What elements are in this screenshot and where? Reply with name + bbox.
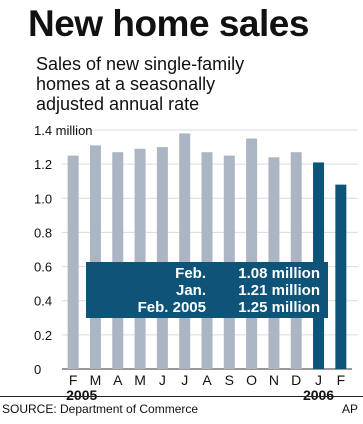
source-divider: [0, 396, 363, 397]
x-tick-label: M: [90, 372, 102, 388]
bars: [67, 133, 347, 369]
bar: [89, 145, 101, 369]
callout-row: Feb. 2005 1.25 million: [86, 299, 320, 316]
x-tick-label: A: [113, 372, 123, 388]
x-tick-label: D: [291, 372, 301, 388]
y-tick-label: 1.0: [34, 191, 52, 206]
y-tick-label: 0.6: [34, 260, 52, 275]
x-year-label: 2005: [66, 387, 97, 400]
y-tick-label: 0: [34, 362, 41, 377]
x-tick-label: O: [246, 372, 257, 388]
callout-row: Feb. 1.08 million: [86, 265, 320, 282]
callout-value: 1.25 million: [238, 299, 320, 316]
x-year-label: 2006: [303, 387, 334, 400]
subtitle-line: homes at a seasonally: [36, 74, 216, 94]
y-tick-label: 0.8: [34, 225, 52, 240]
bar: [201, 152, 213, 369]
y-tick-label: 0.4: [34, 294, 52, 309]
x-tick-label: J: [181, 372, 188, 388]
callout-label: Feb. 2005: [137, 299, 206, 316]
subtitle-line: Sales of new single-family: [36, 54, 245, 74]
bar: [156, 147, 168, 369]
y-tick-label: 1.4 million: [34, 123, 93, 138]
x-tick-label: A: [202, 372, 212, 388]
source-note: SOURCE: Department of Commerce: [2, 402, 199, 416]
bar: [112, 152, 124, 369]
x-tick-label: N: [269, 372, 279, 388]
y-tick-label: 1.2: [34, 157, 52, 172]
bar: [67, 155, 79, 369]
callout-value: 1.21 million: [238, 282, 320, 299]
callout-label: Jan.: [175, 282, 206, 299]
bar: [179, 133, 191, 369]
x-tick-label: M: [134, 372, 146, 388]
x-tick-label: J: [159, 372, 166, 388]
bar: [246, 138, 258, 369]
bar: [335, 184, 347, 369]
x-tick-label: S: [225, 372, 234, 388]
bar: [290, 152, 302, 369]
callout-box: Feb. 1.08 million Jan. 1.21 million Feb.…: [86, 262, 328, 318]
x-tick-label: F: [337, 372, 346, 388]
x-tick-label: F: [69, 372, 78, 388]
y-tick-label: 0.2: [34, 328, 52, 343]
chart-subtitle: Sales of new single-family homes at a se…: [36, 54, 336, 114]
x-tick-label: J: [315, 372, 322, 388]
callout-row: Jan. 1.21 million: [86, 282, 320, 299]
callout-label: Feb.: [175, 265, 206, 282]
subtitle-line: adjusted annual rate: [36, 94, 200, 114]
callout-value: 1.08 million: [238, 265, 320, 282]
chart-title: New home sales: [28, 3, 309, 44]
credit: AP: [342, 402, 359, 416]
bar: [134, 148, 146, 369]
